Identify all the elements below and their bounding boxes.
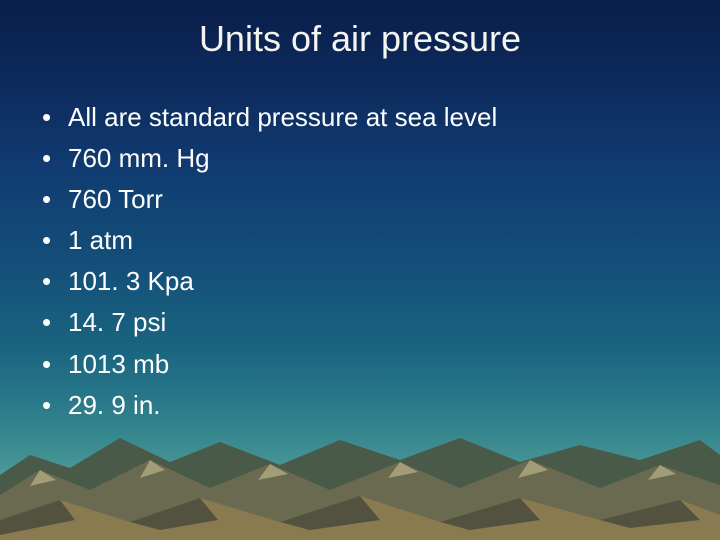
list-item: • 1013 mb — [38, 347, 682, 382]
bullet-icon: • — [38, 141, 68, 176]
bullet-text: 101. 3 Kpa — [68, 264, 682, 299]
list-item: • 760 Torr — [38, 182, 682, 217]
bullet-icon: • — [38, 347, 68, 382]
bullet-icon: • — [38, 223, 68, 258]
hill-shadow — [0, 496, 700, 535]
bullet-text: 29. 9 in. — [68, 388, 682, 423]
list-item: • 14. 7 psi — [38, 305, 682, 340]
bullet-text: 14. 7 psi — [68, 305, 682, 340]
bullet-icon: • — [38, 264, 68, 299]
slide-title: Units of air pressure — [0, 18, 720, 60]
list-item: • 1 atm — [38, 223, 682, 258]
hill-mid — [0, 460, 720, 540]
bullet-icon: • — [38, 305, 68, 340]
bullet-text: All are standard pressure at sea level — [68, 100, 682, 135]
hill-front — [0, 496, 720, 540]
hill-highlight — [30, 460, 676, 486]
bullet-text: 1013 mb — [68, 347, 682, 382]
bullet-text: 760 mm. Hg — [68, 141, 682, 176]
bullet-icon: • — [38, 388, 68, 423]
list-item: • 760 mm. Hg — [38, 141, 682, 176]
bullet-text: 760 Torr — [68, 182, 682, 217]
bullet-text: 1 atm — [68, 223, 682, 258]
list-item: • 101. 3 Kpa — [38, 264, 682, 299]
hill-back — [0, 438, 720, 540]
bullet-icon: • — [38, 100, 68, 135]
list-item: • 29. 9 in. — [38, 388, 682, 423]
list-item: • All are standard pressure at sea level — [38, 100, 682, 135]
slide: Units of air pressure • All are standard… — [0, 0, 720, 540]
slide-body: • All are standard pressure at sea level… — [38, 100, 682, 429]
bullet-icon: • — [38, 182, 68, 217]
